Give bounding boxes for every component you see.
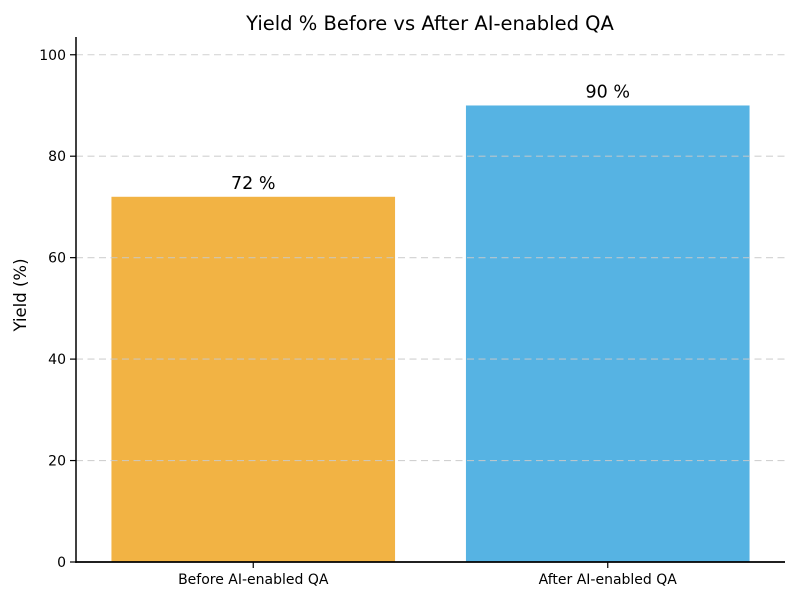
- bar-value-label: 90 %: [586, 82, 630, 102]
- x-tick-label: Before AI-enabled QA: [178, 572, 329, 588]
- bar-1: [465, 105, 750, 562]
- bar-0: [111, 196, 396, 563]
- chart-title: Yield % Before vs After AI-enabled QA: [245, 12, 614, 35]
- bar-value-label: 72 %: [231, 174, 275, 194]
- y-tick-label: 60: [48, 251, 66, 267]
- y-tick-label: 40: [48, 352, 66, 368]
- y-axis-label: Yield (%): [11, 258, 30, 332]
- x-tick-label: After AI-enabled QA: [539, 572, 678, 588]
- y-tick-label: 20: [48, 454, 66, 470]
- y-tick-label: 80: [48, 149, 66, 165]
- y-tick-label: 100: [39, 48, 66, 64]
- y-tick-label: 0: [57, 555, 66, 571]
